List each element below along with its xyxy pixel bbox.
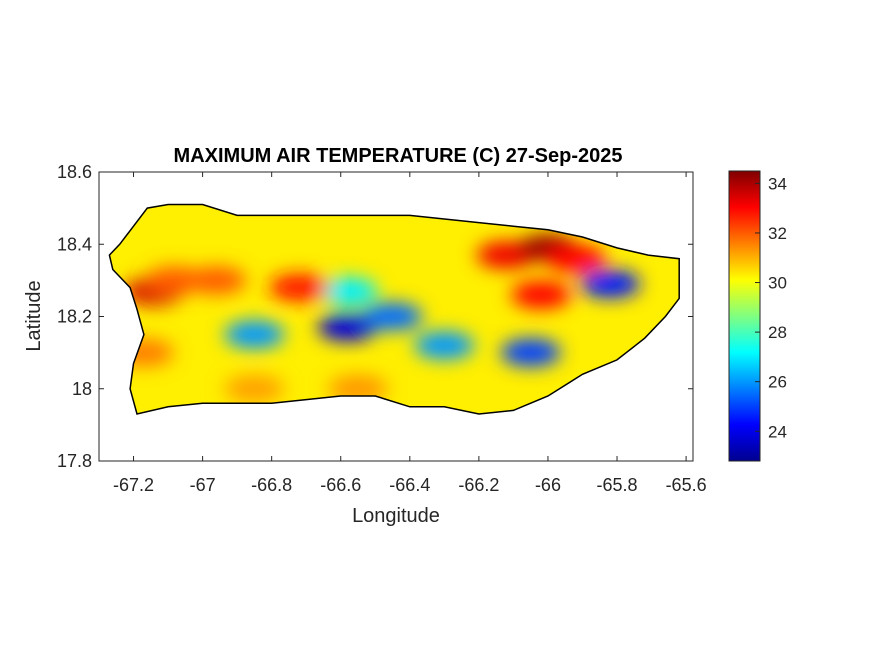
y-tick-label: 17.8 bbox=[57, 451, 92, 471]
colorbar-tick-label: 30 bbox=[768, 274, 787, 293]
colorbar-tick-label: 32 bbox=[768, 224, 787, 243]
cool-spot bbox=[362, 302, 423, 331]
hot-spot bbox=[545, 244, 606, 273]
cool-spot bbox=[317, 313, 378, 342]
y-tick-label: 18.4 bbox=[57, 234, 92, 254]
temperature-field bbox=[109, 204, 680, 414]
map-title: MAXIMUM AIR TEMPERATURE (C) 27-Sep-2025 bbox=[174, 145, 623, 167]
colorbar-ticks: 24 26 28 30 32 34 bbox=[755, 174, 787, 441]
x-tick-label: -65.6 bbox=[666, 475, 707, 495]
y-tick-label: 18.6 bbox=[57, 162, 92, 182]
cool-spot bbox=[500, 338, 561, 367]
hot-spot bbox=[511, 280, 571, 309]
x-axis: -67.2 -67 -66.8 -66.6 -66.4 -66.2 -66 -65.8 -65.… bbox=[113, 172, 707, 495]
colorbar-tick-label: 34 bbox=[768, 174, 787, 193]
x-tick-label: -65.8 bbox=[597, 475, 638, 495]
x-axis-label: Longitude bbox=[352, 505, 440, 527]
hot-spot bbox=[269, 273, 330, 302]
hot-spot bbox=[145, 266, 205, 295]
island-outline bbox=[108, 203, 680, 415]
x-tick-label: -66.8 bbox=[251, 475, 292, 495]
colorbar-tick-label: 26 bbox=[768, 373, 787, 392]
y-tick-label: 18.2 bbox=[57, 307, 92, 327]
x-tick-label: -66.2 bbox=[458, 475, 499, 495]
cool-spot bbox=[414, 331, 475, 360]
x-tick-label: -66.4 bbox=[389, 475, 430, 495]
island-coastline bbox=[108, 203, 680, 415]
heat-field bbox=[109, 204, 680, 414]
y-tick-label: 18 bbox=[72, 379, 92, 399]
heat-spots bbox=[113, 233, 641, 403]
hot-spot bbox=[186, 266, 247, 295]
cool-spot bbox=[224, 320, 285, 349]
y-axis: 17.8 18 18.2 18.4 18.6 bbox=[57, 162, 693, 471]
y-axis-label: Latitude bbox=[23, 280, 45, 351]
cool-spot bbox=[580, 270, 641, 298]
colorbar-tick-label: 24 bbox=[768, 422, 787, 441]
x-tick-label: -66 bbox=[535, 475, 561, 495]
colorbar-tick-label: 28 bbox=[768, 323, 787, 342]
cool-spot bbox=[317, 277, 378, 306]
hot-spot bbox=[224, 374, 285, 403]
x-tick-label: -66.6 bbox=[320, 475, 361, 495]
x-tick-label: -67.2 bbox=[113, 475, 154, 495]
colorbar bbox=[728, 170, 761, 462]
x-tick-label: -67 bbox=[190, 475, 216, 495]
